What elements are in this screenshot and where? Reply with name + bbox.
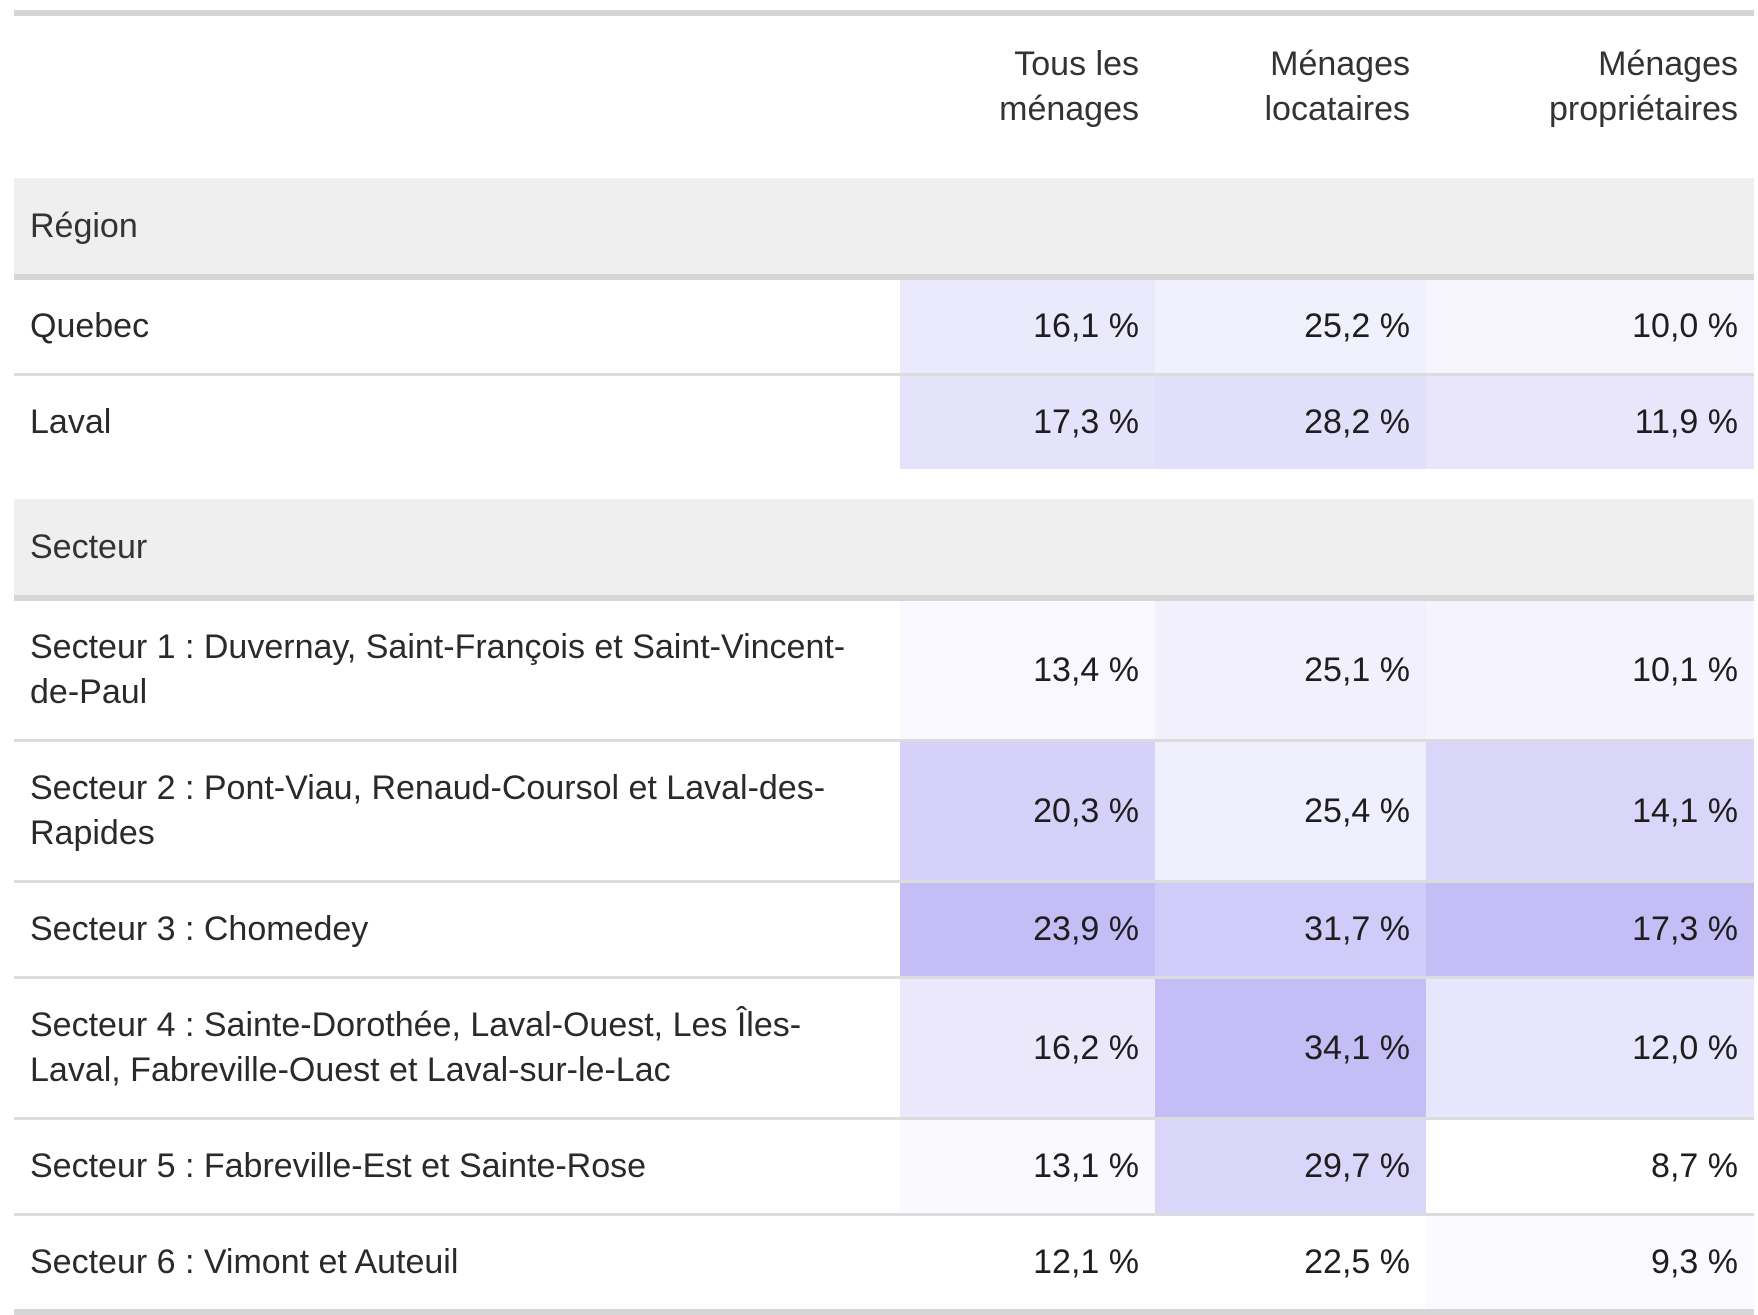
group-row-region: Région xyxy=(14,178,1754,280)
row-label: Secteur 2 : Pont-Viau, Renaud-Coursol et… xyxy=(14,740,900,883)
cell-value: 31,7 % xyxy=(1155,881,1426,979)
cell-value: 23,9 % xyxy=(900,881,1155,979)
table-row: Secteur 1 : Duvernay, Saint-François et … xyxy=(14,598,1754,742)
cell-value: 14,1 % xyxy=(1426,740,1754,883)
header-blank xyxy=(14,13,900,178)
data-table: Tous les ménages Ménages locataires Ména… xyxy=(14,10,1754,1315)
cell-value: 12,0 % xyxy=(1426,977,1754,1120)
cell-value: 16,2 % xyxy=(900,977,1155,1120)
cell-value: 34,1 % xyxy=(1155,977,1426,1120)
table-row: Secteur 6 : Vimont et Auteuil 12,1 % 22,… xyxy=(14,1214,1754,1315)
table-row: Secteur 2 : Pont-Viau, Renaud-Coursol et… xyxy=(14,740,1754,883)
table-row: Secteur 3 : Chomedey 23,9 % 31,7 % 17,3 … xyxy=(14,881,1754,979)
row-label: Quebec xyxy=(14,277,900,376)
table-row: Quebec 16,1 % 25,2 % 10,0 % xyxy=(14,277,1754,376)
cell-value: 8,7 % xyxy=(1426,1118,1754,1216)
row-label: Secteur 4 : Sainte-Dorothée, Laval-Ouest… xyxy=(14,977,900,1120)
header-tous-les-menages: Tous les ménages xyxy=(999,45,1139,128)
cell-value: 13,1 % xyxy=(900,1118,1155,1216)
cell-value: 28,2 % xyxy=(1155,374,1426,469)
cell-value: 17,3 % xyxy=(1426,881,1754,979)
cell-value: 25,2 % xyxy=(1155,277,1426,376)
cell-value: 13,4 % xyxy=(900,598,1155,742)
cell-value: 22,5 % xyxy=(1155,1214,1426,1315)
table-row: Laval 17,3 % 28,2 % 11,9 % xyxy=(14,374,1754,469)
header-menages-proprietaires: Ménages propriétaires xyxy=(1549,45,1738,128)
group-row-secteur: Secteur xyxy=(14,499,1754,601)
row-label: Secteur 5 : Fabreville-Est et Sainte-Ros… xyxy=(14,1118,900,1216)
group-label: Région xyxy=(14,178,1754,280)
table-row: Secteur 4 : Sainte-Dorothée, Laval-Ouest… xyxy=(14,977,1754,1120)
table-container: Tous les ménages Ménages locataires Ména… xyxy=(14,10,1754,1315)
cell-value: 25,4 % xyxy=(1155,740,1426,883)
table-row: Secteur 5 : Fabreville-Est et Sainte-Ros… xyxy=(14,1118,1754,1216)
cell-value: 29,7 % xyxy=(1155,1118,1426,1216)
row-label: Secteur 3 : Chomedey xyxy=(14,881,900,979)
cell-value: 11,9 % xyxy=(1426,374,1754,469)
cell-value: 16,1 % xyxy=(900,277,1155,376)
cell-value: 12,1 % xyxy=(900,1214,1155,1315)
row-label: Secteur 6 : Vimont et Auteuil xyxy=(14,1214,900,1315)
row-label: Secteur 1 : Duvernay, Saint-François et … xyxy=(14,598,900,742)
cell-value: 9,3 % xyxy=(1426,1214,1754,1315)
header-menages-locataires: Ménages locataires xyxy=(1264,45,1410,128)
cell-value: 10,1 % xyxy=(1426,598,1754,742)
cell-value: 10,0 % xyxy=(1426,277,1754,376)
cell-value: 20,3 % xyxy=(900,740,1155,883)
cell-value: 17,3 % xyxy=(900,374,1155,469)
row-label: Laval xyxy=(30,403,112,441)
header-row: Tous les ménages Ménages locataires Ména… xyxy=(14,13,1754,178)
group-label: Secteur xyxy=(14,499,1754,601)
cell-value: 25,1 % xyxy=(1155,598,1426,742)
group-spacer xyxy=(14,469,1754,499)
